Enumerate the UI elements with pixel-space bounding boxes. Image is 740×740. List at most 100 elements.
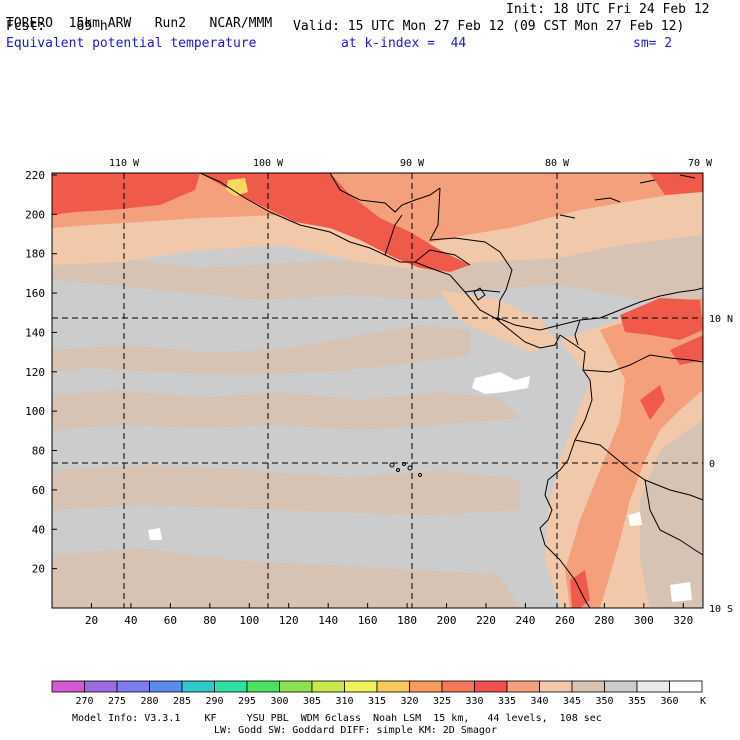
border-nicaragua [464, 289, 501, 293]
colorbar-label: 270 [75, 696, 93, 705]
x-tick-label: 140 [318, 614, 338, 627]
lat-label-10s: 10 S [709, 604, 733, 615]
x-tick-label: 240 [516, 614, 536, 627]
colorbar-label: 290 [205, 696, 223, 705]
model-info: Model Info: V3.3.1 KF YSU PBL WDM 6class… [72, 713, 602, 724]
y-tick-label: 40 [32, 523, 45, 536]
x-tick-label: 300 [634, 614, 654, 627]
graticule [52, 173, 703, 608]
colorbar-swatch [441, 680, 475, 693]
coastlines [199, 172, 704, 609]
field-region-yellow-peak [226, 178, 248, 196]
x-tick-label: 180 [397, 614, 417, 627]
y-tick-label: 80 [32, 445, 45, 458]
smoothing-label: sm= 2 [633, 36, 673, 51]
k-index-label: at k-index = 44 [341, 36, 467, 51]
y-tick-label: 120 [25, 366, 45, 379]
border-ecuador-peru [574, 439, 704, 501]
colorbar-swatches [51, 680, 703, 693]
x-tick-label: 20 [85, 614, 98, 627]
field-region-peach-isthmus [440, 290, 560, 352]
y-tick-label: 200 [25, 208, 45, 221]
colorbar-label: 360 [660, 696, 678, 705]
colorbar-label: 330 [465, 696, 483, 705]
colorbar-swatch [84, 680, 118, 693]
header-line-1: TORERO 15km ARW Run2 NCAR/MMM [6, 3, 272, 31]
colorbar-swatch [571, 680, 605, 693]
lon-label-90w: 90 W [400, 158, 425, 169]
field-region-red-andes-2 [640, 385, 665, 420]
caribbean-islands [559, 174, 696, 219]
field-region-tan-mid [52, 325, 470, 375]
y-tick-label: 220 [25, 169, 45, 182]
x-tick-label: 120 [279, 614, 299, 627]
colorbar-label: 310 [335, 696, 353, 705]
colorbar-swatch [376, 680, 410, 693]
field-region-salmon-andes [565, 298, 703, 608]
field-region-red-andes-1 [670, 335, 703, 365]
border-guatemala [384, 214, 403, 256]
colorbar-labels: 270 275 280 285 290 295 300 305 310 315 320 325 330 3… [75, 696, 678, 705]
colorbar-label: 355 [628, 696, 646, 705]
colorbar-swatch [149, 680, 183, 693]
colorbar-swatch [604, 680, 638, 693]
y-tick-label: 180 [25, 248, 45, 261]
lon-label-110w: 110 W [109, 158, 140, 169]
colorbar: 270 275 280 285 290 295 300 305 310 315 320 325 330 3… [51, 680, 706, 705]
field-region-red-nw [52, 173, 200, 215]
colorbar-swatch [344, 680, 378, 693]
field-region-tan-bottom [52, 548, 520, 608]
colorbar-swatch [669, 680, 703, 693]
lat-labels: 10 N 0 10 S [709, 314, 733, 615]
lon-label-100w: 100 W [253, 158, 284, 169]
colorbar-label: 285 [173, 696, 191, 705]
forecast-hour: Fcst: 69 h [6, 20, 108, 34]
y-tick-label: 20 [32, 563, 45, 576]
colorbar-label: 315 [368, 696, 386, 705]
field-region-salmon-north [52, 173, 703, 245]
colorbar-label: 335 [498, 696, 516, 705]
field-region-white-3 [628, 512, 642, 526]
colorbar-label: 345 [563, 696, 581, 705]
colorbar-swatch [636, 680, 670, 693]
coastline-south-america-north [559, 287, 704, 326]
x-tick-label: 80 [203, 614, 216, 627]
border-panama-colombia [574, 319, 581, 346]
border-honduras [414, 249, 471, 266]
init-time: Init: 18 UTC Fri 24 Feb 12 [506, 2, 710, 17]
colorbar-swatch [506, 680, 540, 693]
colorbar-swatch [51, 680, 85, 693]
lon-labels: 110 W 100 W 90 W 80 W 70 W [109, 158, 713, 169]
colorbar-label: 350 [595, 696, 613, 705]
x-tick-label: 320 [673, 614, 693, 627]
field-region-red-caribbean [650, 173, 703, 195]
x-tick-label: 60 [164, 614, 177, 627]
y-tick-label: 160 [25, 287, 45, 300]
y-tick-label: 100 [25, 405, 45, 418]
border-colombia-ecuador [582, 354, 704, 373]
theta-e-map: 20 40 60 80 100 120 140 160 180 200 220 240 260 280 30… [25, 158, 733, 627]
colorbar-swatch [409, 680, 443, 693]
x-tick-label: 220 [476, 614, 496, 627]
shaded-field [52, 173, 703, 608]
org-label: NCAR/MMM [209, 16, 273, 31]
x-tick-label: 200 [437, 614, 457, 627]
field-region-white-4 [670, 582, 692, 602]
physics-info: LW: Godd SW: Goddard DIFF: simple KM: 2D… [214, 725, 497, 736]
lon-label-70w: 70 W [688, 158, 713, 169]
x-tick-label: 260 [555, 614, 575, 627]
lat-label-10n: 10 N [709, 314, 733, 325]
border-peru-brazil [644, 479, 704, 556]
colorbar-swatch [311, 680, 345, 693]
colorbar-unit: K [700, 696, 706, 705]
y-tick-label: 60 [32, 484, 45, 497]
field-region-white-1 [472, 372, 530, 394]
lake-nicaragua [473, 287, 486, 301]
colorbar-label: 280 [140, 696, 158, 705]
colorbar-swatch [181, 680, 215, 693]
plot-frame [51, 172, 704, 609]
coastline-caribbean-central [429, 187, 561, 331]
lat-label-0: 0 [709, 459, 715, 470]
fcst-label: Fcst: [6, 19, 46, 34]
colorbar-swatch [116, 680, 150, 693]
